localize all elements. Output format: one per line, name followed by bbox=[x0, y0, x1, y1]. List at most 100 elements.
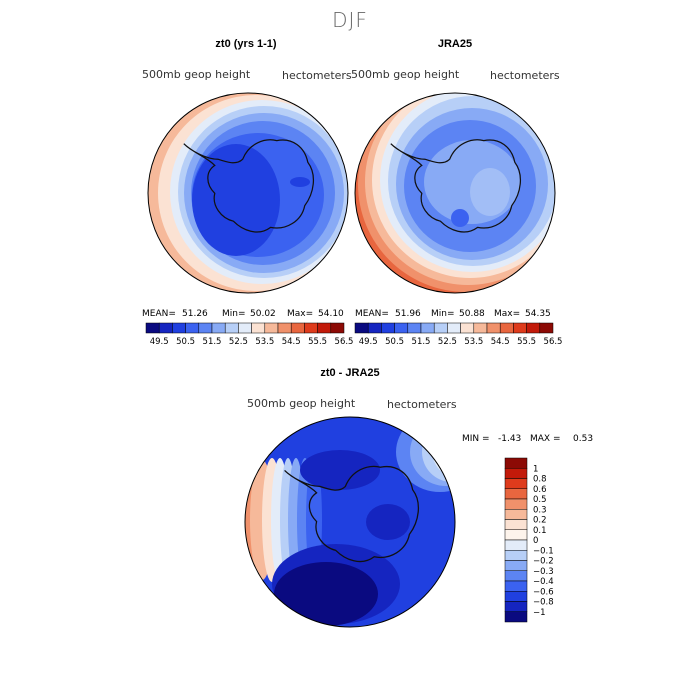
colorbar-tick-label: 55.5 bbox=[517, 337, 536, 347]
contour-band bbox=[451, 209, 469, 227]
colorbar-swatch bbox=[504, 498, 528, 510]
main-title: DJF bbox=[332, 8, 368, 32]
units-label: hectometers bbox=[490, 69, 560, 82]
colorbar-swatch bbox=[504, 529, 528, 541]
colorbar-tick-label: −0.4 bbox=[533, 577, 554, 587]
colorbar-swatch bbox=[145, 322, 160, 334]
panel-difference: zt0 - JRA25 500mb geop height hectometer… bbox=[244, 367, 593, 628]
map-boundary bbox=[244, 416, 456, 628]
colorbar-swatch bbox=[504, 601, 528, 612]
colorbar-tick-label: 0.6 bbox=[533, 485, 547, 495]
colorbar-swatch bbox=[420, 322, 435, 334]
colorbar-swatch bbox=[504, 488, 528, 500]
colorbar-swatch bbox=[504, 478, 528, 489]
panel-title: zt0 - JRA25 bbox=[320, 367, 379, 379]
colorbar-swatch bbox=[198, 322, 213, 334]
diff-max-label: MAX = bbox=[530, 434, 561, 444]
colorbar-tick-label: 51.5 bbox=[203, 337, 222, 347]
colorbar-tick-label: 55.5 bbox=[308, 337, 327, 347]
contour-map bbox=[148, 93, 348, 293]
contour-band bbox=[192, 144, 280, 256]
colorbar-tick-label: 49.5 bbox=[150, 337, 169, 347]
colorbar-tick-label: 51.5 bbox=[412, 337, 431, 347]
colorbar-tick-label: 54.5 bbox=[491, 337, 510, 347]
map-boundary bbox=[147, 92, 349, 294]
colorbar-swatch bbox=[172, 322, 186, 334]
colorbar-swatch bbox=[539, 322, 554, 334]
stat-min-label: Min= bbox=[431, 309, 455, 319]
colorbar-swatch bbox=[277, 322, 292, 334]
colorbar-swatch bbox=[504, 560, 528, 571]
units-label: hectometers bbox=[282, 69, 352, 82]
colorbar-swatch bbox=[504, 519, 528, 530]
diff-max: 0.53 bbox=[573, 434, 593, 444]
colorbar-swatch bbox=[504, 580, 528, 592]
colorbar-swatch bbox=[504, 468, 528, 479]
contour-band bbox=[300, 450, 380, 490]
contour-band bbox=[461, 422, 491, 466]
colorbar-swatch bbox=[504, 509, 528, 520]
colorbar-tick-label: 1 bbox=[533, 464, 538, 474]
colorbar-swatch bbox=[158, 322, 173, 334]
contour-band bbox=[442, 422, 455, 474]
colorbar-swatch bbox=[290, 322, 305, 334]
colorbar-swatch bbox=[238, 322, 252, 334]
colorbar-tick-label: −1 bbox=[533, 608, 546, 618]
stat-max: 54.10 bbox=[318, 309, 344, 319]
colorbar-swatch bbox=[504, 550, 528, 561]
stat-min: 50.02 bbox=[250, 309, 276, 319]
colorbar-tick-label: −0.8 bbox=[533, 598, 554, 608]
stat-mean-label: MEAN= bbox=[142, 309, 176, 319]
contour-band bbox=[410, 418, 455, 486]
colorbar-swatch bbox=[513, 322, 527, 334]
contour-band bbox=[470, 168, 510, 216]
colorbar-tick-label: 0 bbox=[533, 536, 538, 546]
colorbar-tick-label: 54.5 bbox=[282, 337, 301, 347]
colorbar-tick-label: 53.5 bbox=[255, 337, 274, 347]
stat-max-label: Max= bbox=[287, 309, 313, 319]
diff-min-label: MIN = bbox=[462, 434, 490, 444]
contour-band bbox=[290, 177, 310, 187]
colorbar-tick-label: 0.1 bbox=[533, 526, 547, 536]
colorbar-swatch bbox=[499, 322, 514, 334]
colorbar-tick-label: 0.2 bbox=[533, 516, 547, 526]
colorbar-tick-label: 50.5 bbox=[176, 337, 195, 347]
colorbar-tick-label: −0.3 bbox=[533, 567, 554, 577]
contour-band bbox=[274, 562, 378, 626]
colorbar-swatch bbox=[504, 457, 528, 469]
colorbar-swatch bbox=[504, 611, 528, 623]
panel-zt0: zt0 (yrs 1-1) 500mb geop height hectomet… bbox=[142, 38, 354, 347]
colorbar-swatch bbox=[504, 539, 528, 551]
contour-band bbox=[452, 422, 455, 470]
stat-max-label: Max= bbox=[494, 309, 520, 319]
colorbar-swatch bbox=[447, 322, 461, 334]
stat-mean: 51.26 bbox=[182, 309, 208, 319]
colorbar-swatch bbox=[317, 322, 332, 334]
stat-min: 50.88 bbox=[459, 309, 485, 319]
stat-mean: 51.96 bbox=[395, 309, 421, 319]
field-label: 500mb geop height bbox=[247, 397, 356, 410]
colorbar-swatch bbox=[185, 322, 200, 334]
colorbar-tick-label: 52.5 bbox=[229, 337, 248, 347]
colorbar-tick-label: −0.1 bbox=[533, 546, 554, 556]
colorbar: 49.5 50.5 51.5 52.5 53.5 54.5 55.5 56.5 bbox=[354, 322, 562, 347]
colorbar-swatch bbox=[433, 322, 448, 334]
colorbar: 49.5 50.5 51.5 52.5 53.5 54.5 55.5 56.5 bbox=[145, 322, 354, 347]
panel-title: JRA25 bbox=[438, 38, 472, 50]
colorbar-tick-label: −0.6 bbox=[533, 587, 554, 597]
colorbar-swatch bbox=[304, 322, 318, 334]
colorbar-tick-label: 56.5 bbox=[335, 337, 354, 347]
panel-jra25: JRA25 500mb geop height hectometers MEAN… bbox=[351, 38, 562, 347]
colorbar-swatch bbox=[486, 322, 501, 334]
colorbar-swatch bbox=[381, 322, 395, 334]
colorbar-tick-label: 0.5 bbox=[533, 495, 547, 505]
colorbar-swatch bbox=[504, 591, 528, 602]
colorbar-swatch bbox=[394, 322, 409, 334]
colorbar-tick-label: 0.8 bbox=[533, 475, 547, 485]
colorbar-swatch bbox=[354, 322, 369, 334]
map-boundary bbox=[354, 92, 556, 294]
stat-mean-label: MEAN= bbox=[355, 309, 389, 319]
diff-min: -1.43 bbox=[498, 434, 521, 444]
colorbar: 10.80.60.50.30.20.10−0.1−0.2−0.3−0.4−0.6… bbox=[504, 457, 554, 623]
